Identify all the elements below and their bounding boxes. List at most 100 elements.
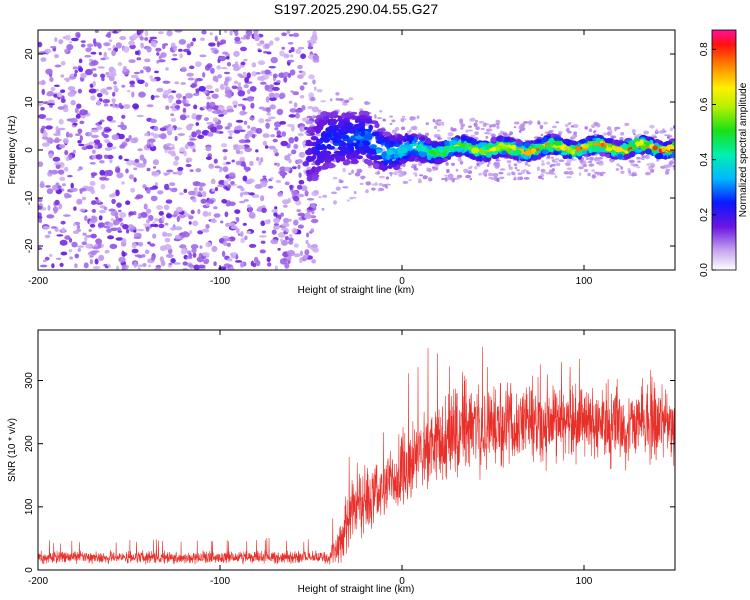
- noise-blob: [223, 80, 229, 87]
- noise-blob: [289, 184, 293, 190]
- noise-blob: [267, 89, 273, 92]
- noise-blob: [257, 60, 266, 66]
- noise-blob: [115, 265, 120, 270]
- noise-blob: [79, 109, 88, 116]
- noise-blob: [155, 264, 162, 269]
- noise-blob: [77, 88, 82, 94]
- signal-blob: [419, 136, 426, 142]
- noise-blob: [248, 206, 253, 213]
- noise-blob: [264, 145, 269, 149]
- noise-blob: [170, 187, 178, 193]
- signal-halo: [588, 163, 595, 167]
- y-tick-label: 0: [24, 147, 35, 153]
- snr-marks: [38, 346, 675, 565]
- noise-blob: [94, 144, 98, 150]
- noise-blob: [292, 91, 299, 96]
- noise-blob: [47, 230, 52, 235]
- noise-blob: [215, 88, 220, 93]
- noise-blob: [310, 244, 319, 248]
- signal-halo: [548, 170, 554, 175]
- noise-blob: [63, 107, 69, 113]
- noise-blob: [137, 216, 142, 219]
- noise-blob: [284, 154, 291, 161]
- noise-blob: [90, 129, 99, 133]
- signal-halo: [492, 172, 499, 178]
- noise-blob: [305, 120, 314, 125]
- signal-halo: [348, 97, 354, 101]
- noise-blob: [57, 169, 65, 175]
- signal-blob: [333, 135, 342, 140]
- signal-blob: [309, 132, 315, 136]
- signal-halo: [641, 155, 647, 158]
- noise-blob: [293, 219, 299, 226]
- noise-blob: [244, 76, 250, 83]
- noise-blob: [272, 73, 278, 79]
- signal-halo: [499, 176, 505, 179]
- noise-blob: [222, 149, 228, 153]
- signal-blob: [350, 135, 355, 141]
- noise-blob: [206, 63, 213, 69]
- noise-blob: [310, 228, 315, 233]
- snr-y-axis-label: SNR (10 * v/v): [7, 418, 18, 482]
- noise-blob: [90, 233, 97, 239]
- signal-halo: [649, 162, 654, 165]
- noise-blob: [38, 41, 42, 48]
- signal-halo: [539, 124, 544, 130]
- signal-blob: [464, 151, 470, 157]
- noise-blob: [38, 161, 44, 167]
- noise-blob: [40, 57, 47, 62]
- signal-blob: [542, 136, 548, 143]
- noise-blob: [183, 103, 191, 107]
- noise-blob: [77, 140, 82, 144]
- signal-blob: [322, 137, 331, 143]
- signal-blob: [402, 155, 409, 159]
- signal-blob: [377, 128, 386, 133]
- signal-blob: [600, 142, 605, 147]
- noise-blob: [44, 256, 50, 261]
- noise-blob: [53, 84, 60, 88]
- noise-blob: [70, 117, 78, 124]
- signal-blob: [654, 152, 664, 160]
- noise-blob: [191, 113, 197, 120]
- noise-blob: [146, 187, 151, 194]
- noise-blob: [118, 209, 122, 213]
- noise-blob: [306, 232, 310, 238]
- noise-blob: [67, 91, 76, 97]
- signal-halo: [374, 182, 378, 187]
- signal-blob: [448, 147, 455, 151]
- signal-blob: [495, 145, 501, 152]
- noise-blob: [106, 154, 114, 160]
- noise-blob: [108, 39, 113, 43]
- signal-halo: [643, 130, 650, 135]
- noise-blob: [299, 124, 305, 127]
- noise-blob: [160, 52, 167, 58]
- noise-blob: [276, 135, 282, 138]
- signal-halo: [489, 124, 493, 128]
- signal-blob: [374, 122, 380, 129]
- signal-halo: [645, 155, 651, 160]
- signal-halo: [359, 108, 363, 111]
- noise-blob: [273, 148, 278, 154]
- noise-blob: [83, 262, 89, 269]
- noise-blob: [68, 249, 73, 253]
- noise-blob: [236, 217, 240, 223]
- signal-blob: [328, 125, 336, 130]
- signal-halo: [508, 166, 513, 170]
- signal-blob: [447, 152, 455, 157]
- x-tick-label: -100: [210, 576, 230, 587]
- signal-blob: [388, 137, 398, 141]
- noise-blob: [103, 263, 108, 267]
- noise-blob: [43, 226, 49, 229]
- noise-blob: [296, 159, 303, 164]
- signal-halo: [499, 168, 506, 171]
- noise-blob: [155, 182, 158, 186]
- noise-blob: [150, 142, 154, 148]
- noise-blob: [183, 150, 187, 157]
- noise-blob: [77, 248, 82, 252]
- signal-blob: [376, 135, 385, 140]
- noise-blob: [90, 189, 96, 194]
- noise-blob: [169, 147, 175, 150]
- noise-blob: [129, 44, 136, 50]
- signal-halo: [445, 162, 449, 166]
- noise-blob: [54, 227, 59, 232]
